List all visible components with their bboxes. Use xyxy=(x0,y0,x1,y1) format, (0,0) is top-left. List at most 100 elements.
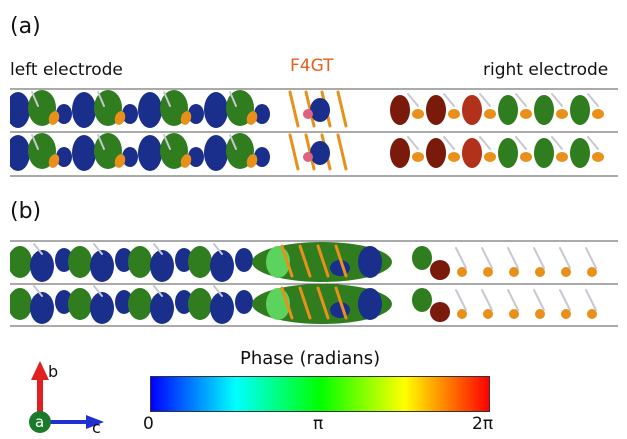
maroon-lobe xyxy=(430,260,450,280)
orange-atom xyxy=(520,109,532,119)
axis-a-label: a xyxy=(35,413,45,431)
atom-bond xyxy=(163,91,171,107)
orange-lobe xyxy=(114,111,126,125)
atom-bond xyxy=(93,285,103,297)
molecule-bond xyxy=(304,133,316,171)
blue-lobe xyxy=(150,292,174,324)
atom-bond xyxy=(507,247,519,269)
orange-atom xyxy=(556,109,568,119)
blue-lobe xyxy=(358,246,382,278)
colorbar-tick-pi: π xyxy=(313,414,324,434)
atom-bond xyxy=(515,136,527,150)
lobe xyxy=(390,138,410,168)
lobe xyxy=(498,138,518,168)
orange-lobe xyxy=(180,154,192,168)
molecule-bond xyxy=(334,286,348,320)
blue-lobe xyxy=(150,250,174,282)
maroon-lobe xyxy=(430,302,450,322)
molecule-bond xyxy=(334,244,348,278)
atom-bond xyxy=(479,136,491,150)
atom-bond xyxy=(443,136,455,150)
atom-bond xyxy=(507,289,519,311)
blue-lobe xyxy=(204,92,228,128)
lobe xyxy=(462,95,482,125)
atom-bond xyxy=(515,93,527,107)
green-lobe xyxy=(128,246,152,278)
blue-lobe xyxy=(30,250,54,282)
green-lobe xyxy=(10,246,32,278)
molecule-bond xyxy=(336,90,348,128)
atom-bond xyxy=(213,285,223,297)
molecule-bond xyxy=(304,90,316,128)
atom-bond xyxy=(443,93,455,107)
panel-a-wavefunction-lobes xyxy=(10,90,604,171)
lobe xyxy=(534,95,554,125)
atom-bond xyxy=(229,134,237,150)
colorbar-tick-2pi: 2π xyxy=(472,414,494,434)
molecule-bond xyxy=(316,286,330,320)
atom-bond xyxy=(407,93,419,107)
orange-atom xyxy=(448,109,460,119)
orange-lobe xyxy=(180,111,192,125)
panel-a-label: (a) xyxy=(10,14,41,39)
atom-bond xyxy=(533,247,545,269)
orange-atom xyxy=(561,267,571,277)
lobe xyxy=(426,95,446,125)
orange-atom xyxy=(412,152,424,162)
phase-colorbar xyxy=(150,376,490,412)
pink-atom xyxy=(303,152,313,162)
atom-bond xyxy=(479,93,491,107)
blue-lobe xyxy=(30,292,54,324)
atom-bond xyxy=(551,136,563,150)
green-lobe xyxy=(10,288,32,320)
blue-lobe xyxy=(188,104,204,124)
atom-bond xyxy=(97,134,105,150)
blue-lobe xyxy=(138,135,162,171)
blue-lobe xyxy=(254,147,270,167)
orange-atom xyxy=(509,309,519,319)
atom-bond xyxy=(93,243,103,255)
green-lobe xyxy=(128,288,152,320)
orange-atom xyxy=(483,309,493,319)
panel-a-isosurface-strip xyxy=(10,88,618,177)
orange-atom xyxy=(587,267,597,277)
atom-bond xyxy=(559,247,571,269)
blue-lobe xyxy=(90,250,114,282)
green-lobe xyxy=(188,246,212,278)
atom-bond xyxy=(33,285,43,297)
atom-bond xyxy=(533,289,545,311)
atom-bond xyxy=(585,289,597,311)
panel-b-label: (b) xyxy=(10,199,42,224)
orange-atom xyxy=(587,309,597,319)
atom-bond xyxy=(153,243,163,255)
molecule-bond xyxy=(280,244,294,278)
a-axis-dot xyxy=(29,411,51,433)
blue-lobe xyxy=(72,92,96,128)
left-electrode-label: left electrode xyxy=(10,60,123,80)
right-electrode-label: right electrode xyxy=(483,60,609,80)
green-lobe xyxy=(68,288,92,320)
atom-bond xyxy=(163,134,171,150)
orange-lobe xyxy=(48,154,60,168)
atom-bond xyxy=(455,289,467,311)
orange-atom xyxy=(509,267,519,277)
molecule-bond xyxy=(288,90,300,128)
lobe xyxy=(462,138,482,168)
molecule-bond xyxy=(336,133,348,171)
orange-lobe xyxy=(246,111,258,125)
lobe xyxy=(570,95,590,125)
atom-bond xyxy=(153,285,163,297)
blue-lobe xyxy=(56,147,72,167)
molecule-bond xyxy=(288,133,300,171)
blue-lobe xyxy=(122,104,138,124)
atom-bond xyxy=(559,289,571,311)
blue-lobe xyxy=(10,92,30,128)
blue-lobe xyxy=(310,141,330,165)
axis-b-label: b xyxy=(48,362,59,381)
colorbar-title: Phase (radians) xyxy=(240,348,381,369)
blue-lobe xyxy=(56,104,72,124)
orange-atom xyxy=(592,109,604,119)
blue-lobe xyxy=(188,147,204,167)
atom-bond xyxy=(31,134,39,150)
blue-lobe xyxy=(138,92,162,128)
